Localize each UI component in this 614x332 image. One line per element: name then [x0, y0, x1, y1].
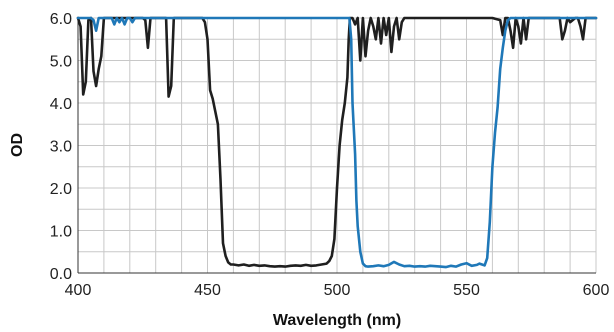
- x-tick-label: 450: [194, 282, 221, 299]
- x-tick-label: 500: [324, 282, 351, 299]
- x-axis-title: Wavelength (nm): [273, 312, 401, 329]
- x-tick-label: 400: [65, 282, 92, 299]
- y-tick-label: 5.0: [50, 54, 72, 71]
- x-tick-label: 600: [583, 282, 610, 299]
- grid: [77, 17, 597, 274]
- y-tick-label: 2.0: [50, 181, 72, 198]
- data-series: [76, 16, 598, 269]
- axes: [77, 18, 596, 274]
- y-tick-label: 6.0: [50, 11, 72, 28]
- tick-labels: 400 450 500 550 600 0.0 1.0 2.0 3.0 4.0 5.0 6.0: [50, 11, 610, 299]
- y-tick-label: 0.0: [50, 266, 72, 283]
- y-tick-label: 4.0: [50, 96, 72, 113]
- series-line-2: [76, 16, 598, 269]
- x-tick-label: 550: [453, 282, 480, 299]
- y-axis-title: OD: [9, 133, 26, 157]
- y-tick-label: 3.0: [50, 139, 72, 156]
- y-tick-label: 1.0: [50, 224, 72, 241]
